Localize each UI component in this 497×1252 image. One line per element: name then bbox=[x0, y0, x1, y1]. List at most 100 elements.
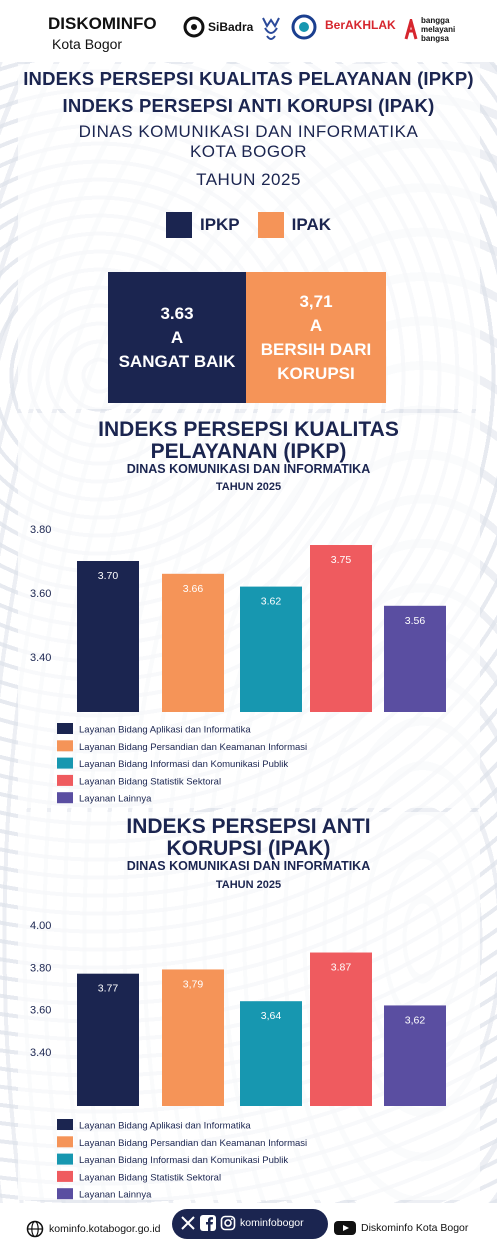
chart1-bar-label-1: 3.66 bbox=[183, 583, 204, 595]
chart2-bar-3 bbox=[310, 952, 372, 1106]
chart1-title-line1: INDEKS PERSEPSI KUALITAS bbox=[98, 418, 399, 441]
sibadra-icon bbox=[183, 16, 205, 38]
chart2-ytick-1: 3.80 bbox=[30, 962, 51, 974]
score-grade-ipkp: A bbox=[170, 327, 184, 347]
chart2-legend-swatch-3 bbox=[57, 1170, 73, 1182]
chart1-legend-swatch-4 bbox=[57, 792, 73, 804]
intro-title-ipak: INDEKS PERSEPSI ANTI KORUPSI (IPAK) bbox=[62, 95, 435, 116]
chart2-ytick-3: 3.40 bbox=[30, 1047, 51, 1059]
chart2-bar-label-4: 3,62 bbox=[405, 1014, 426, 1026]
legend-swatch-ipkp bbox=[165, 212, 192, 238]
score-desc-ipkp: SANGAT BAIK bbox=[118, 351, 236, 371]
bigo-icon bbox=[291, 14, 317, 40]
chart1-bar-label-0: 3.70 bbox=[98, 570, 119, 582]
score-card-ipkp: 3.63 A SANGAT BAIK bbox=[108, 272, 246, 403]
chart2-title-line1: INDEKS PERSEPSI ANTI bbox=[126, 815, 371, 838]
social-handle-text: kominfobogor bbox=[240, 1217, 304, 1229]
chart2-bar-label-0: 3.77 bbox=[98, 983, 119, 995]
chart2-legend-label-3: Layanan Bidang Statistik Sektoral bbox=[79, 1172, 221, 1183]
chart2-title-line2: KORUPSI (IPAK) bbox=[166, 837, 331, 860]
chart1-legend-swatch-2 bbox=[57, 757, 73, 769]
footer-youtube[interactable]: Diskominfo Kota Bogor bbox=[334, 1220, 468, 1236]
chart2-legend-label-0: Layanan Bidang Aplikasi dan Informatika bbox=[79, 1121, 251, 1132]
intro-year: TAHUN 2025 bbox=[196, 170, 301, 189]
chart2-ytick-0: 4.00 bbox=[30, 920, 51, 932]
intro-legend: IPKP IPAK bbox=[0, 212, 497, 238]
bangga-melayani-logo: bangga melayani bangsa bbox=[404, 16, 461, 43]
legend-item-ipkp: IPKP bbox=[165, 212, 240, 238]
instagram-icon bbox=[220, 1215, 236, 1231]
facebook-icon bbox=[200, 1215, 216, 1231]
score-value-ipkp: 3.63 bbox=[160, 303, 194, 323]
chart2-legend-swatch-1 bbox=[57, 1136, 73, 1148]
chart1-legend-label-3: Layanan Bidang Statistik Sektoral bbox=[79, 776, 221, 787]
chart2-bar-1 bbox=[162, 969, 224, 1106]
chart1-legend-label-1: Layanan Bidang Persandian dan Keamanan I… bbox=[79, 742, 307, 753]
chart1-legend-label-2: Layanan Bidang Informasi dan Komunikasi … bbox=[79, 759, 288, 770]
chart1-ytick-1: 3.60 bbox=[30, 588, 51, 600]
social-handles[interactable]: kominfobogor bbox=[180, 1215, 304, 1231]
bigo-logo bbox=[290, 14, 318, 44]
social-pill[interactable] bbox=[172, 1209, 328, 1239]
chart2-legend-label-4: Layanan Lainnya bbox=[79, 1190, 152, 1201]
globe-icon bbox=[26, 1220, 44, 1238]
score-card-ipak: 3,71 A BERSIH DARI KORUPSI bbox=[246, 272, 386, 403]
berakhlak-logo: BerAKHLAK bbox=[325, 18, 396, 32]
brand-title: DISKOMINFO bbox=[48, 14, 157, 33]
intro-city: KOTA BOGOR bbox=[189, 142, 308, 161]
chart1-year: TAHUN 2025 bbox=[215, 481, 282, 493]
header-bar: DISKOMINFO Kota Bogor SiBadra BerAKHLAK … bbox=[0, 0, 497, 62]
chart1-subtitle: DINAS KOMUNIKASI DAN INFORMATIKA bbox=[126, 462, 371, 476]
score-desc-ipak-1: BERSIH DARI bbox=[260, 339, 372, 359]
chart2-subtitle: DINAS KOMUNIKASI DAN INFORMATIKA bbox=[126, 859, 371, 873]
chart1-bar-0 bbox=[77, 561, 139, 712]
intro-title-ipkp: INDEKS PERSEPSI KUALITAS PELAYANAN (IPKP… bbox=[23, 68, 474, 89]
x-twitter-icon bbox=[181, 1216, 195, 1230]
brand-subtitle: Kota Bogor bbox=[52, 36, 123, 52]
chart2-bar-0 bbox=[77, 973, 139, 1106]
chart1-legend-label-0: Layanan Bidang Aplikasi dan Informatika bbox=[79, 725, 251, 736]
chart1-legend-swatch-0 bbox=[57, 723, 73, 734]
chart2-bar-label-2: 3,64 bbox=[261, 1010, 282, 1022]
youtube-icon bbox=[334, 1221, 356, 1235]
chart2-bar-label-1: 3,79 bbox=[183, 978, 204, 990]
bangga-icon bbox=[404, 18, 418, 39]
chart1-bar-label-3: 3.75 bbox=[331, 554, 352, 566]
chart1-bar-1 bbox=[162, 573, 224, 712]
chart2-legend-swatch-2 bbox=[57, 1153, 73, 1165]
score-desc-ipak-2: KORUPSI bbox=[277, 363, 355, 383]
chart1-bar-3 bbox=[310, 545, 372, 712]
chart2-legend-label-2: Layanan Bidang Informasi dan Komunikasi … bbox=[79, 1155, 288, 1166]
footer-website[interactable]: kominfo.kotabogor.go.id bbox=[26, 1220, 161, 1238]
chart1-legend-swatch-1 bbox=[57, 740, 73, 752]
bogor-logo bbox=[257, 14, 285, 44]
sibadra-logo: SiBadra bbox=[183, 16, 253, 38]
score-value-ipak: 3,71 bbox=[299, 291, 333, 311]
chart2-ytick-2: 3.60 bbox=[30, 1005, 51, 1017]
chart1-legend-label-4: Layanan Lainnya bbox=[79, 794, 152, 805]
chart1-bar-label-4: 3.56 bbox=[405, 615, 426, 627]
legend-item-ipak: IPAK bbox=[257, 212, 331, 238]
intro-agency: DINAS KOMUNIKASI DAN INFORMATIKA bbox=[78, 122, 419, 141]
chart1-legend-swatch-3 bbox=[57, 774, 73, 786]
score-grade-ipak: A bbox=[309, 315, 323, 335]
chart2-bar-label-3: 3.87 bbox=[331, 962, 352, 974]
chart1-ytick-0: 3.80 bbox=[30, 524, 51, 536]
chart2-bar-4 bbox=[384, 1005, 446, 1106]
chart2-bar-2 bbox=[240, 1001, 302, 1106]
chart2-year: TAHUN 2025 bbox=[215, 879, 282, 891]
chart1-bar-4 bbox=[384, 605, 446, 712]
chart1-bar-2 bbox=[240, 586, 302, 712]
chart2-legend-swatch-4 bbox=[57, 1188, 73, 1200]
chart1-title-line2: PELAYANAN (IPKP) bbox=[150, 440, 347, 463]
deer-icon bbox=[262, 17, 280, 40]
chart1-bar-label-2: 3.62 bbox=[261, 596, 282, 608]
chart2-legend-label-1: Layanan Bidang Persandian dan Keamanan I… bbox=[79, 1138, 307, 1149]
chart2-legend-swatch-0 bbox=[57, 1119, 73, 1130]
footer-website-text: kominfo.kotabogor.go.id bbox=[49, 1223, 161, 1235]
chart1-ytick-2: 3.40 bbox=[30, 652, 51, 664]
legend-swatch-ipak bbox=[257, 212, 284, 238]
footer-youtube-text: Diskominfo Kota Bogor bbox=[361, 1222, 469, 1234]
